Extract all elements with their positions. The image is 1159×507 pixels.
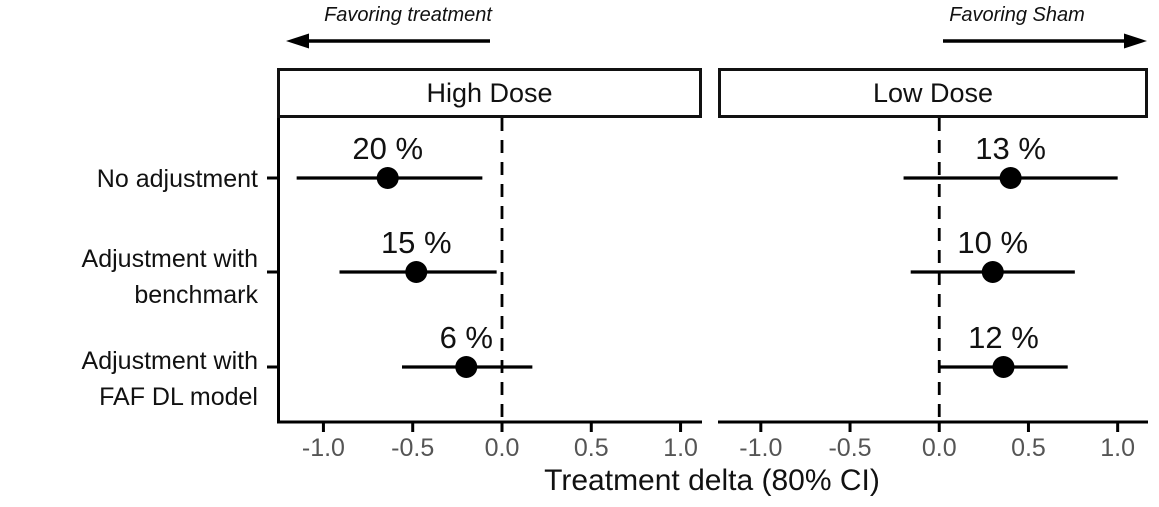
x-axis-tick-label: -1.0 (739, 434, 782, 462)
favoring-sham-arrowhead-icon (1124, 33, 1147, 49)
favoring-sham-label: Favoring Sham (949, 4, 1085, 26)
x-axis-tick-label: 1.0 (663, 434, 698, 462)
estimate-percentage-label: 15 % (381, 225, 452, 260)
x-axis-tick-label: 0.0 (922, 434, 957, 462)
estimate-percentage-label: 6 % (440, 320, 493, 355)
x-axis-tick-label: -0.5 (391, 434, 434, 462)
x-axis-tick-label: 0.0 (485, 434, 520, 462)
x-axis-tick-label: -1.0 (302, 434, 345, 462)
estimate-percentage-label: 13 % (975, 131, 1046, 166)
y-axis-category-label: Adjustment with FAF DL model (81, 347, 258, 411)
x-axis-title: Treatment delta (80% CI) (544, 464, 880, 497)
x-axis-tick-label: -0.5 (828, 434, 871, 462)
favoring-treatment-arrowhead-icon (286, 33, 309, 49)
y-axis-category-label: Adjustment with benchmark (81, 245, 258, 309)
estimate-point (981, 261, 1004, 283)
estimate-point (376, 167, 399, 189)
favoring-treatment-label: Favoring treatment (324, 4, 492, 26)
y-axis-category-label: No adjustment (96, 165, 258, 193)
estimate-point (999, 167, 1022, 189)
estimate-point (455, 356, 478, 378)
x-axis-tick-label: 0.5 (1011, 434, 1046, 462)
estimate-percentage-label: 12 % (968, 320, 1039, 355)
panel-header-low-dose: Low Dose (718, 68, 1148, 118)
panel-header-high-dose: High Dose (277, 68, 702, 118)
x-axis-tick-label: 1.0 (1100, 434, 1135, 462)
estimate-point (405, 261, 428, 283)
x-axis-tick-label: 0.5 (574, 434, 609, 462)
estimate-percentage-label: 10 % (957, 225, 1028, 260)
estimate-percentage-label: 20 % (352, 131, 423, 166)
estimate-point (992, 356, 1015, 378)
